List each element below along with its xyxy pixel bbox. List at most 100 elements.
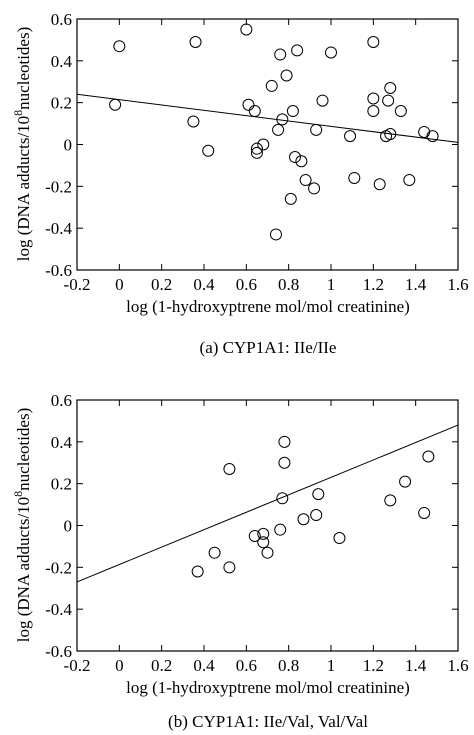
data-point bbox=[299, 174, 312, 187]
y-tick-label: 0.2 bbox=[51, 94, 72, 113]
caption-b: (b) CYP1A1: IIe/Val, Val/Val bbox=[168, 712, 368, 731]
data-point bbox=[384, 128, 397, 141]
y-tick-label: -0.6 bbox=[45, 642, 72, 661]
x-tick-label: 0.8 bbox=[278, 656, 299, 675]
x-tick-label: 0 bbox=[115, 656, 124, 675]
data-point bbox=[187, 115, 200, 128]
y-tick-label: -0.6 bbox=[45, 261, 72, 280]
data-point bbox=[257, 138, 270, 151]
x-tick-label: 1.4 bbox=[405, 275, 427, 294]
y-tick-label: -0.4 bbox=[45, 219, 72, 238]
data-point bbox=[240, 23, 253, 36]
y-tick-label: 0 bbox=[64, 517, 73, 536]
x-tick-label: 0.4 bbox=[193, 656, 215, 675]
data-point bbox=[191, 565, 204, 578]
data-point bbox=[250, 142, 263, 155]
y-tick-label: 0.4 bbox=[51, 433, 73, 452]
y-tick-label: -0.4 bbox=[45, 600, 72, 619]
data-point bbox=[399, 475, 412, 488]
data-point bbox=[426, 130, 439, 143]
y-ticks-b: -0.6 -0.4 -0.2 0 0.2 0.4 0.6 bbox=[45, 391, 458, 661]
data-point bbox=[308, 182, 321, 195]
data-point bbox=[333, 532, 346, 545]
data-point bbox=[394, 105, 407, 118]
y-axis-label-a: log (DNA adducts/108nucleotides) bbox=[11, 27, 33, 262]
x-tick-label: 1.4 bbox=[405, 656, 427, 675]
data-point bbox=[418, 506, 431, 519]
regression-line-a bbox=[76, 93, 459, 143]
x-tick-label: -0.2 bbox=[64, 656, 91, 675]
caption-a: (a) CYP1A1: IIe/IIe bbox=[200, 338, 337, 357]
data-point bbox=[248, 105, 261, 118]
data-point bbox=[403, 174, 416, 187]
x-tick-label: 0.2 bbox=[151, 275, 172, 294]
data-point bbox=[310, 509, 323, 522]
y-tick-label: 0.4 bbox=[51, 52, 73, 71]
data-point bbox=[278, 435, 291, 448]
x-axis-label-b: log (1-hydroxyptrene mol/mol creatinine) bbox=[126, 678, 410, 697]
data-point bbox=[312, 488, 325, 501]
data-point bbox=[384, 82, 397, 95]
data-point bbox=[384, 494, 397, 507]
data-point bbox=[223, 463, 236, 476]
data-point bbox=[223, 561, 236, 574]
x-ticks-a: -0.2 0 0.2 0.4 0.6 0.8 1 1.2 1.4 1.6 bbox=[64, 19, 469, 294]
data-point bbox=[373, 178, 386, 191]
data-point bbox=[344, 130, 357, 143]
x-tick-label: 1 bbox=[327, 656, 336, 675]
data-point bbox=[284, 192, 297, 205]
data-point bbox=[422, 450, 435, 463]
data-point bbox=[272, 123, 285, 136]
data-point bbox=[208, 546, 221, 559]
plot-frame-a bbox=[76, 18, 459, 271]
data-point bbox=[274, 523, 287, 536]
data-point bbox=[276, 492, 289, 505]
x-tick-label: 0.8 bbox=[278, 275, 299, 294]
y-tick-label: 0.2 bbox=[51, 475, 72, 494]
data-point bbox=[367, 92, 380, 105]
y-ticks-a: -0.6 -0.4 -0.2 0 0.2 0.4 0.6 bbox=[45, 10, 458, 280]
data-point bbox=[278, 456, 291, 469]
data-point bbox=[418, 125, 431, 138]
data-point bbox=[280, 69, 293, 82]
data-point bbox=[295, 155, 308, 168]
data-point bbox=[348, 171, 361, 184]
data-point bbox=[289, 151, 302, 164]
data-point bbox=[261, 546, 274, 559]
data-point bbox=[316, 94, 329, 107]
data-point bbox=[286, 105, 299, 118]
data-point bbox=[257, 536, 270, 549]
data-point bbox=[113, 40, 126, 53]
points-b bbox=[191, 435, 435, 578]
data-point bbox=[325, 46, 337, 59]
y-tick-label: 0 bbox=[64, 136, 73, 155]
data-point bbox=[367, 36, 380, 49]
data-point bbox=[242, 98, 255, 111]
x-tick-label: 1.6 bbox=[447, 656, 468, 675]
x-tick-label: -0.2 bbox=[64, 275, 91, 294]
x-tick-label: 0.6 bbox=[236, 656, 257, 675]
x-tick-label: 1.6 bbox=[447, 275, 468, 294]
data-point bbox=[297, 513, 310, 526]
y-tick-label: -0.2 bbox=[45, 558, 72, 577]
data-point bbox=[291, 44, 304, 57]
data-point bbox=[189, 36, 202, 49]
plot-frame-b bbox=[76, 399, 459, 652]
data-point bbox=[257, 527, 270, 540]
data-point bbox=[382, 94, 395, 107]
points-a bbox=[109, 23, 439, 241]
y-axis-label-b: log (DNA adducts/108nucleotides) bbox=[11, 408, 33, 643]
x-tick-label: 0.4 bbox=[193, 275, 215, 294]
data-point bbox=[367, 105, 380, 118]
x-axis-label-a: log (1-hydroxyptrene mol/mol creatinine) bbox=[126, 297, 410, 316]
x-tick-label: 1 bbox=[327, 275, 336, 294]
data-point bbox=[269, 228, 282, 241]
data-point bbox=[274, 48, 287, 61]
data-point bbox=[250, 146, 263, 159]
y-tick-label: 0.6 bbox=[51, 10, 72, 29]
y-tick-label: 0.6 bbox=[51, 391, 72, 410]
x-tick-label: 1.2 bbox=[363, 275, 384, 294]
data-point bbox=[310, 123, 323, 136]
x-tick-label: 1.2 bbox=[363, 656, 384, 675]
